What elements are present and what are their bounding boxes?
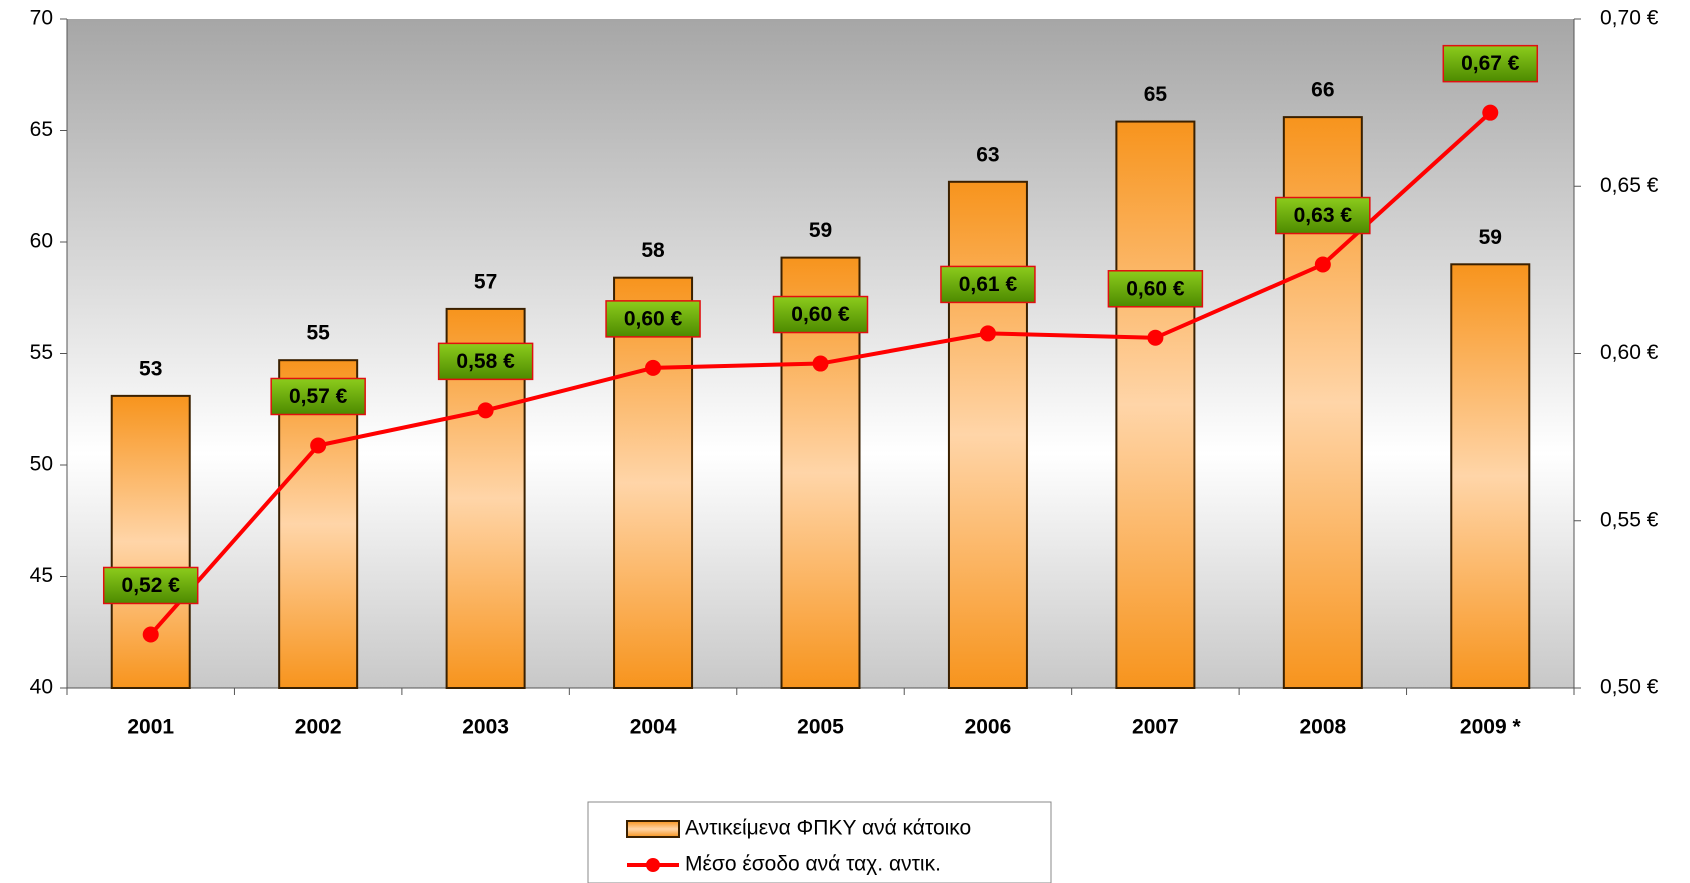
line-value-label: 0,61 € bbox=[959, 273, 1018, 296]
line-point bbox=[142, 626, 159, 643]
data-label-box bbox=[270, 377, 366, 416]
line-point bbox=[477, 402, 494, 419]
bar-value-label: 57 bbox=[474, 270, 497, 293]
data-label-box bbox=[102, 566, 199, 605]
x-tick-label: 2001 bbox=[127, 716, 174, 739]
line-value-label: 0,52 € bbox=[122, 574, 181, 597]
x-tick-label: 2008 bbox=[1299, 716, 1346, 739]
y-tick-label: 55 bbox=[30, 341, 53, 364]
bar-value-label: 65 bbox=[1144, 83, 1168, 106]
x-tick-label: 2007 bbox=[1132, 716, 1179, 739]
data-label-box bbox=[437, 342, 534, 381]
x-tick-label: 2004 bbox=[630, 716, 677, 739]
line-point bbox=[645, 359, 662, 376]
legend-label: Μέσο έσοδο ανά ταχ. αντικ. bbox=[685, 853, 941, 876]
x-tick-label: 2006 bbox=[965, 716, 1012, 739]
bar-value-label: 59 bbox=[809, 219, 832, 242]
line-value-label: 0,60 € bbox=[791, 303, 850, 326]
x-tick-label: 2005 bbox=[797, 716, 844, 739]
line-value-label: 0,57 € bbox=[289, 385, 348, 408]
line-point bbox=[1482, 104, 1499, 121]
legend-swatch bbox=[626, 820, 680, 838]
y-tick-label: 45 bbox=[30, 564, 53, 587]
y-tick-label: 40 bbox=[30, 676, 53, 699]
data-label-box bbox=[1107, 270, 1204, 308]
data-label-box bbox=[1275, 196, 1371, 235]
y-tick-label: 50 bbox=[30, 453, 53, 476]
data-label-box bbox=[605, 300, 701, 338]
bar bbox=[1115, 120, 1196, 689]
line-point bbox=[979, 325, 996, 342]
line-point bbox=[1314, 256, 1331, 273]
y-tick-label: 70 bbox=[30, 7, 53, 30]
legend-marker bbox=[646, 858, 660, 872]
line-point bbox=[310, 437, 327, 454]
y2-tick-label: 0,55 € bbox=[1600, 508, 1659, 531]
bar-value-label: 58 bbox=[641, 239, 665, 262]
y2-tick-label: 0,60 € bbox=[1600, 341, 1659, 364]
bar bbox=[1450, 263, 1531, 689]
x-tick-label: 2003 bbox=[462, 716, 509, 739]
data-label-box bbox=[772, 295, 869, 334]
data-label-box bbox=[940, 265, 1036, 304]
y-tick-label: 60 bbox=[30, 230, 53, 253]
y-tick-label: 65 bbox=[30, 118, 53, 141]
x-tick-label: 2009 * bbox=[1460, 716, 1522, 739]
line-value-label: 0,63 € bbox=[1294, 204, 1353, 227]
bar-value-label: 53 bbox=[139, 357, 162, 380]
line-point bbox=[812, 355, 829, 372]
line-value-label: 0,67 € bbox=[1461, 52, 1520, 75]
line-value-label: 0,60 € bbox=[1126, 277, 1185, 300]
line-value-label: 0,58 € bbox=[456, 350, 515, 373]
data-label-box bbox=[1442, 44, 1539, 83]
bar bbox=[110, 394, 191, 689]
legend-label: Αντικείμενα ΦΠΚΥ ανά κάτοικο bbox=[685, 817, 971, 840]
bar-value-label: 55 bbox=[306, 322, 330, 345]
y2-tick-label: 0,65 € bbox=[1600, 174, 1659, 197]
bar-value-label: 59 bbox=[1479, 226, 1502, 249]
bar-value-label: 63 bbox=[976, 143, 999, 166]
bar bbox=[613, 276, 694, 689]
line-point bbox=[1147, 329, 1164, 346]
y2-tick-label: 0,50 € bbox=[1600, 676, 1659, 699]
x-tick-label: 2002 bbox=[295, 716, 342, 739]
legend bbox=[587, 801, 1052, 883]
bar bbox=[947, 180, 1028, 689]
bar-value-label: 66 bbox=[1311, 79, 1334, 102]
line-value-label: 0,60 € bbox=[624, 307, 683, 330]
y2-tick-label: 0,70 € bbox=[1600, 7, 1659, 30]
